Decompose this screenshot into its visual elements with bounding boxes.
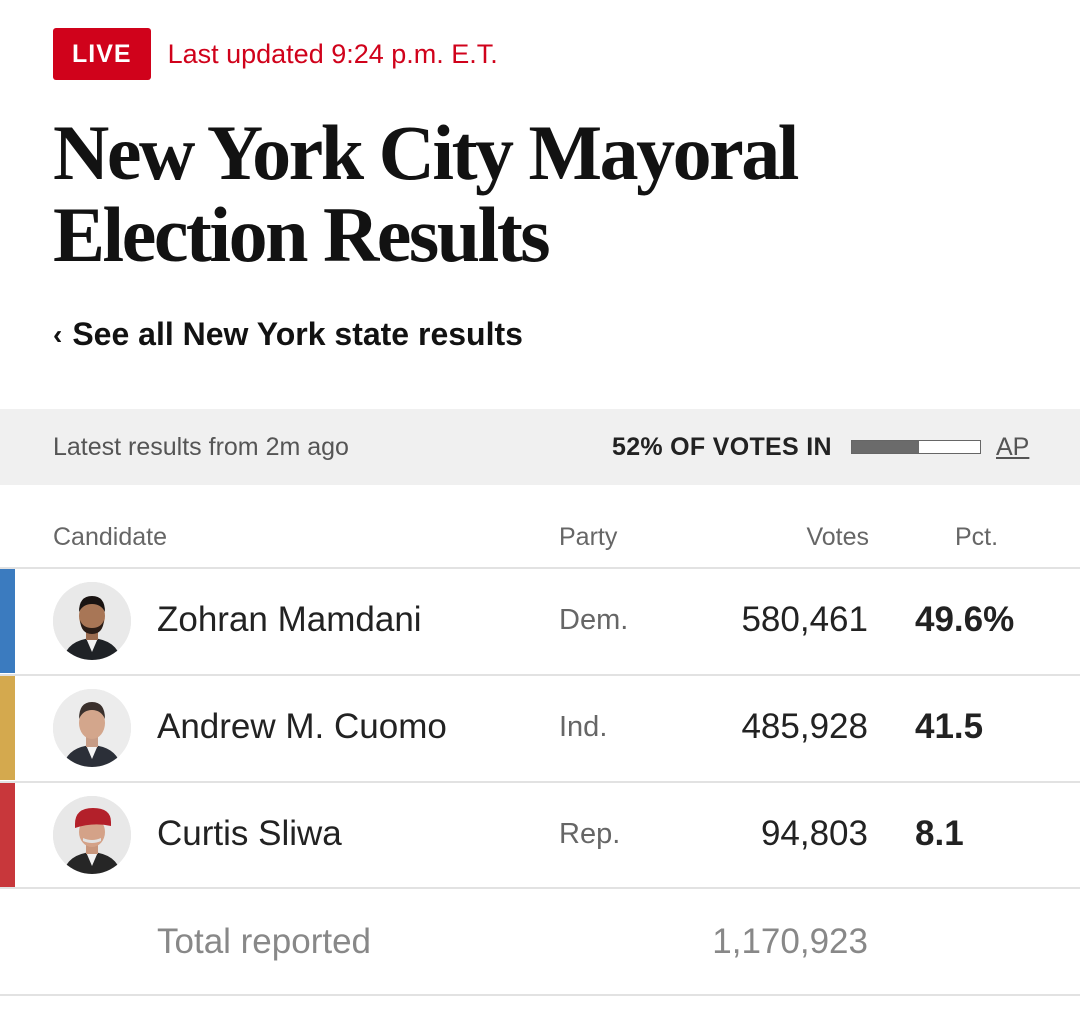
candidate-votes: 94,803 [760,814,868,853]
results-status-bar: Latest results from 2m ago 52% OF VOTES … [0,409,1080,485]
live-header: LIVE Last updated 9:24 p.m. E.T. [53,28,498,80]
column-header-pct: Pct. [955,523,999,551]
live-badge: LIVE [53,28,151,80]
candidate-name: Zohran Mamdani [157,600,422,639]
candidate-pct: 8.1 [915,814,964,853]
column-header-party: Party [559,523,618,551]
candidate-row: Curtis Sliwa Rep. 94,803 8.1 [0,781,1080,887]
total-votes: 1,170,923 [712,922,868,961]
candidate-name: Andrew M. Cuomo [157,707,447,746]
page-title: New York City Mayoral Election Results [53,109,799,278]
party-color-stripe [0,676,15,780]
avatar [53,689,131,767]
column-header-candidate: Candidate [53,523,167,551]
avatar [53,796,131,874]
candidate-party: Ind. [559,711,608,743]
total-label: Total reported [157,922,372,961]
avatar [53,582,131,660]
candidate-row: Andrew M. Cuomo Ind. 485,928 41.5 [0,674,1080,780]
candidate-row: Zohran Mamdani Dem. 580,461 49.6% [0,567,1080,673]
ap-source-link[interactable]: AP [996,432,1030,461]
state-results-link-label: See all New York state results [72,316,523,352]
chevron-left-icon: ‹ [53,318,63,350]
column-header-votes: Votes [806,523,869,551]
latest-results-text: Latest results from 2m ago [53,432,349,461]
candidate-votes: 485,928 [741,707,868,746]
candidate-pct: 49.6% [915,600,1015,639]
last-updated-text: Last updated 9:24 p.m. E.T. [167,38,498,69]
votes-in-label: 52% OF VOTES IN [612,432,832,461]
candidate-party: Dem. [559,604,629,636]
candidate-pct: 41.5 [915,707,984,746]
party-color-stripe [0,569,15,673]
candidate-votes: 580,461 [741,600,868,639]
total-row: Total reported 1,170,923 [0,887,1080,996]
party-color-stripe [0,783,15,887]
state-results-link[interactable]: ‹ See all New York state results [53,316,523,353]
votes-in-progress-bar [851,440,981,454]
votes-in-progress-fill [852,441,919,453]
candidate-party: Rep. [559,818,621,850]
candidate-name: Curtis Sliwa [157,814,342,853]
